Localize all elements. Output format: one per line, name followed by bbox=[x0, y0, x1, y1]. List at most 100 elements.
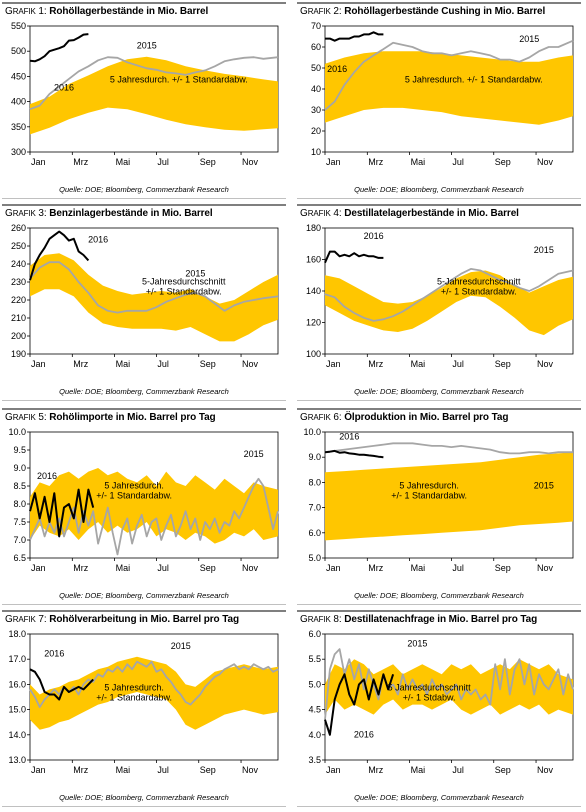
x-tick-label: Sep bbox=[200, 157, 216, 167]
chart-svg: 3.5 4.0 4.5 5.0 5.5 6.0 Jan Mrz Mai Jul Sep Nov 5 Ja… bbox=[308, 629, 574, 775]
panel-bottom-rule bbox=[2, 604, 286, 605]
panel-top-rule bbox=[297, 408, 581, 410]
panel-bottom-rule bbox=[2, 400, 286, 401]
chart-title: GRAFIK 5: Rohölimporte in Mio. Barrel pr… bbox=[5, 412, 216, 423]
band-label: 5-Jahresdurchschnitt +/- 1 Standardabw. bbox=[142, 277, 226, 297]
x-tick-label: Nov bbox=[537, 359, 554, 369]
chart-svg: 6.5 7.0 7.5 8.0 8.5 9.0 9.5 10.0 Jan Mrz Mai Jul Sep… bbox=[8, 427, 279, 573]
annotation-2016: 2016 bbox=[44, 649, 64, 659]
y-tick-label: 8.0 bbox=[13, 499, 26, 509]
x-tick-label: Sep bbox=[495, 563, 511, 573]
chart-number-rest: RAFIK bbox=[12, 413, 36, 422]
source-note: Quelle: DOE; Bloomberg, Commerzbank Rese… bbox=[354, 591, 524, 600]
panel-top-rule bbox=[297, 204, 581, 206]
x-tick-label: Sep bbox=[495, 359, 511, 369]
y-tick-label: 500 bbox=[11, 46, 26, 56]
y-tick-label: 60 bbox=[311, 42, 321, 52]
band-label-line: +/- 1 Standardabw. bbox=[96, 491, 172, 501]
x-tick-label: Jan bbox=[31, 765, 46, 775]
std-band bbox=[30, 56, 278, 135]
y-tick-label: 240 bbox=[11, 259, 26, 269]
panel-top-rule bbox=[297, 610, 581, 612]
chart-number-label: GRAFIK 1: bbox=[5, 6, 49, 17]
y-tick-label: 5.0 bbox=[308, 679, 321, 689]
x-tick-label: Mrz bbox=[73, 563, 88, 573]
chart-title-text: Rohöllagerbestände in Mio. Barrel bbox=[49, 6, 209, 17]
y-tick-label: 14.0 bbox=[8, 730, 26, 740]
x-tick-label: Mai bbox=[411, 563, 426, 573]
y-tick-label: 5.5 bbox=[308, 654, 321, 664]
x-tick-label: Nov bbox=[242, 765, 259, 775]
chart-number-prefix: G bbox=[300, 412, 308, 423]
chart-number-rest: RAFIK bbox=[307, 413, 331, 422]
y-tick-label: 13.0 bbox=[8, 755, 26, 765]
chart-title: GRAFIK 3: Benzinlagerbestände in Mio. Ba… bbox=[5, 208, 213, 219]
y-tick-label: 30 bbox=[311, 105, 321, 115]
annotation-2015: 2015 bbox=[519, 34, 539, 44]
y-tick-label: 140 bbox=[306, 286, 321, 296]
x-tick-label: Jan bbox=[326, 563, 341, 573]
chart-number: 7: bbox=[35, 614, 50, 625]
band-label-line: 5 Jahresdurch. bbox=[104, 481, 164, 491]
source-note: Quelle: DOE; Bloomberg, Commerzbank Rese… bbox=[59, 387, 229, 396]
chart-number-rest: RAFIK bbox=[12, 615, 36, 624]
y-tick-label: 300 bbox=[11, 147, 26, 157]
band-label-line: +/- 1 Standardabw. bbox=[441, 287, 517, 297]
y-tick-label: 7.0 bbox=[13, 535, 26, 545]
annotation-2016: 2016 bbox=[54, 83, 74, 93]
y-tick-label: 7.5 bbox=[13, 517, 26, 527]
y-tick-label: 100 bbox=[306, 349, 321, 359]
x-tick-label: Sep bbox=[200, 359, 216, 369]
std-band bbox=[30, 253, 278, 342]
chart-title: GRAFIK 7: Rohölverarbeitung in Mio. Barr… bbox=[5, 614, 239, 625]
source-note: Quelle: DOE; Bloomberg, Commerzbank Rese… bbox=[59, 793, 229, 802]
y-tick-label: 20 bbox=[311, 126, 321, 136]
y-tick-label: 190 bbox=[11, 349, 26, 359]
series-line-2015 bbox=[324, 442, 573, 455]
chart-title: GRAFIK 4: Destillatelagerbestände in Mio… bbox=[300, 208, 519, 219]
y-tick-label: 3.5 bbox=[308, 755, 321, 765]
chart-panel-6: GRAFIK 6: Ölproduktion in Mio. Barrel pr… bbox=[297, 408, 586, 610]
chart-number: 6: bbox=[330, 412, 345, 423]
band-label: 5 Jahresdurch. +/- 1 Standardabw. bbox=[405, 75, 543, 85]
std-band bbox=[325, 452, 573, 541]
y-tick-label: 4.0 bbox=[308, 730, 321, 740]
panel-top-rule bbox=[2, 204, 286, 206]
annotation-2016: 2016 bbox=[327, 64, 347, 74]
x-tick-label: Jan bbox=[31, 157, 46, 167]
series-line-2016 bbox=[29, 230, 90, 281]
x-tick-label: Jul bbox=[157, 359, 169, 369]
chart-title-text: Benzinlagerbestände in Mio. Barrel bbox=[49, 208, 213, 219]
chart-number-prefix: G bbox=[5, 614, 13, 625]
x-tick-label: Mai bbox=[116, 563, 131, 573]
band-label: 5 Jahresdurch. +/- 1 Standardabw. bbox=[391, 481, 467, 501]
series-line-2015 bbox=[29, 660, 279, 708]
y-tick-label: 70 bbox=[311, 21, 321, 31]
y-tick-label: 230 bbox=[11, 277, 26, 287]
y-tick-label: 10.0 bbox=[8, 427, 26, 437]
y-tick-label: 5.0 bbox=[308, 553, 321, 563]
y-tick-label: 10 bbox=[311, 147, 321, 157]
chart-panel-2: GRAFIK 2: Rohöllagerbestände Cushing in … bbox=[297, 2, 586, 204]
x-tick-label: Mai bbox=[116, 765, 131, 775]
y-tick-label: 350 bbox=[11, 122, 26, 132]
chart-number-prefix: G bbox=[5, 6, 13, 17]
x-tick-label: Mrz bbox=[368, 157, 383, 167]
chart-number-rest: RAFIK bbox=[12, 209, 36, 218]
x-tick-label: Jul bbox=[157, 765, 169, 775]
series-line-2016 bbox=[324, 449, 384, 459]
x-tick-label: Mai bbox=[411, 157, 426, 167]
chart-title-text: Rohölverarbeitung in Mio. Barrel pro Tag bbox=[49, 614, 239, 625]
chart-svg: 13.0 14.0 15.0 16.0 17.0 18.0 Jan Mrz Mai Jul Sep N… bbox=[8, 629, 279, 775]
chart-title-text: Rohölimporte in Mio. Barrel pro Tag bbox=[49, 412, 216, 423]
panel-bottom-rule bbox=[2, 198, 286, 199]
y-tick-label: 10.0 bbox=[303, 427, 321, 437]
y-tick-label: 16.0 bbox=[8, 679, 26, 689]
chart-number-label: GRAFIK 4: bbox=[300, 208, 344, 219]
panel-bottom-rule bbox=[297, 604, 581, 605]
source-note: Quelle: DOE; Bloomberg, Commerzbank Rese… bbox=[59, 185, 229, 194]
x-tick-label: Nov bbox=[537, 765, 554, 775]
x-tick-label: Mrz bbox=[368, 563, 383, 573]
chart-number: 3: bbox=[35, 208, 50, 219]
chart-panel-8: GRAFIK 8: Destillatenachfrage in Mio. Ba… bbox=[297, 610, 586, 812]
